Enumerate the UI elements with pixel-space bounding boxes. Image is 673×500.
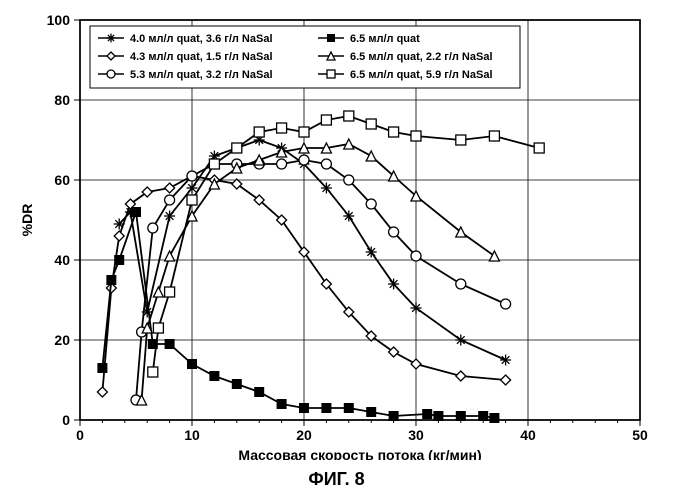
svg-text:40: 40 <box>54 252 70 268</box>
svg-text:%DR: %DR <box>19 204 35 237</box>
svg-text:100: 100 <box>47 12 71 28</box>
svg-text:6.5 мл/л quat, 2.2 г/л NaSal: 6.5 мл/л quat, 2.2 г/л NaSal <box>350 51 493 63</box>
svg-text:6.5 мл/л quat, 5.9 г/л NaSal: 6.5 мл/л quat, 5.9 г/л NaSal <box>350 69 493 81</box>
line-chart: 0 10 20 30 40 50 0 20 40 60 80 100 Массовая скорость… <box>0 0 673 460</box>
svg-text:6.5 мл/л quat: 6.5 мл/л quat <box>350 33 420 45</box>
svg-text:5.3 мл/л quat, 3.2 г/л NaSal: 5.3 мл/л quat, 3.2 г/л NaSal <box>130 69 273 81</box>
svg-text:10: 10 <box>184 427 200 443</box>
svg-text:0: 0 <box>62 412 70 428</box>
svg-text:Массовая скорость потока (кг/м: Массовая скорость потока (кг/мин) <box>238 447 481 460</box>
svg-text:80: 80 <box>54 92 70 108</box>
svg-text:0: 0 <box>76 427 84 443</box>
svg-text:20: 20 <box>54 332 70 348</box>
svg-text:4.3 мл/л quat, 1.5 г/л NaSal: 4.3 мл/л quat, 1.5 г/л NaSal <box>130 51 273 63</box>
svg-text:30: 30 <box>408 427 424 443</box>
figure-caption: ФИГ. 8 <box>0 469 673 490</box>
svg-text:20: 20 <box>296 427 312 443</box>
svg-text:60: 60 <box>54 172 70 188</box>
svg-text:40: 40 <box>520 427 536 443</box>
svg-text:50: 50 <box>632 427 648 443</box>
svg-text:4.0 мл/л quat, 3.6 г/л NaSal: 4.0 мл/л quat, 3.6 г/л NaSal <box>130 33 273 45</box>
